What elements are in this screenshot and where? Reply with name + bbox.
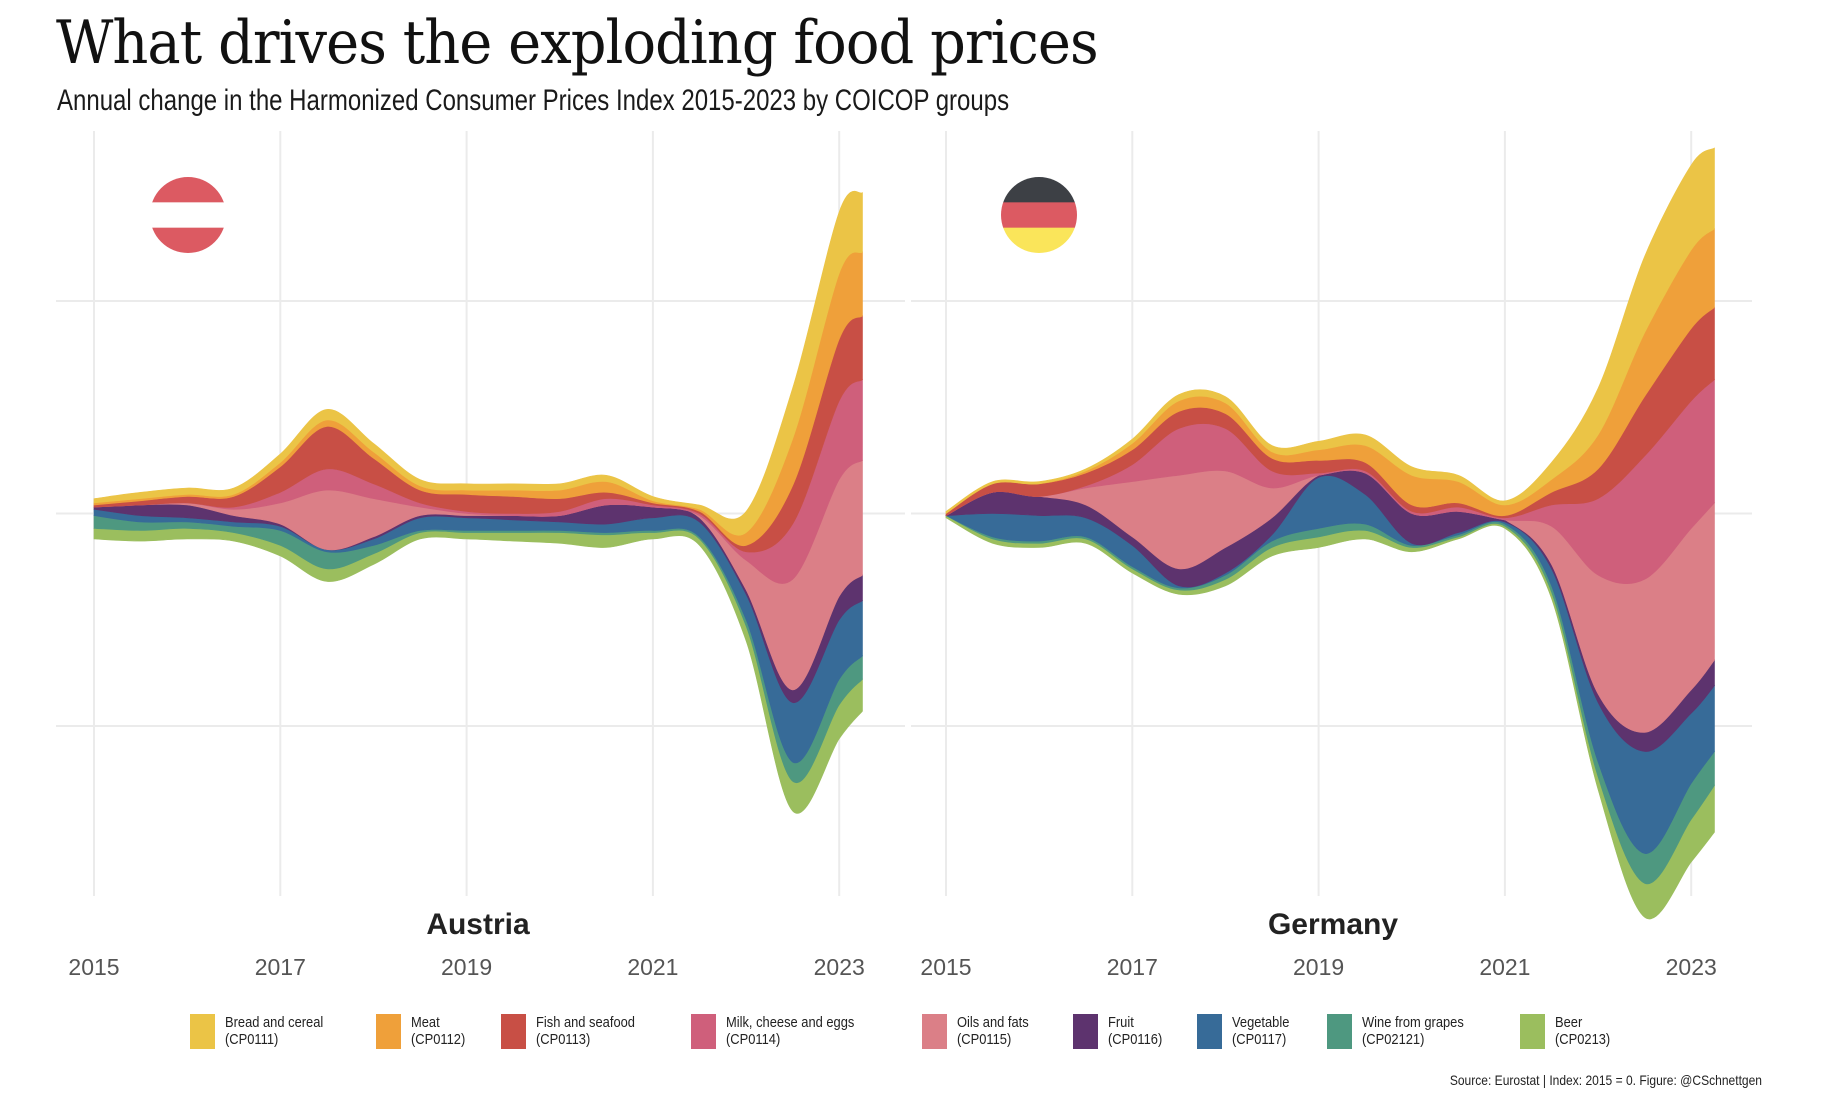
legend-key-wine: [1327, 1014, 1352, 1049]
legend-label: Fruit: [1108, 1014, 1134, 1031]
legend-code: (CP0112): [411, 1031, 466, 1048]
legend-label: Wine from grapes: [1362, 1014, 1464, 1031]
flag-stripe: [1001, 202, 1077, 229]
legend-code: (CP0117): [1232, 1031, 1287, 1048]
legend-item-bread: Bread and cereal (CP0111): [190, 1014, 339, 1049]
flag-stripe: [150, 202, 226, 229]
legend-label: Beer: [1555, 1014, 1583, 1031]
legend-key-fish: [501, 1014, 526, 1049]
legend-code: (CP0114): [726, 1031, 781, 1048]
legend-key-fruit: [1073, 1014, 1098, 1049]
panel-germany: Germany 2015 2017 2019 2021 2023: [911, 131, 1752, 980]
legend-item-fish: Fish and seafood (CP0113): [501, 1014, 651, 1049]
germany-panel-title: Germany: [1268, 908, 1398, 941]
legend-code: (CP0116): [1108, 1031, 1163, 1048]
legend-key-meat: [376, 1014, 401, 1049]
x-tick-label: 2015: [920, 954, 971, 980]
legend-item-meat: Meat (CP0112): [376, 1014, 474, 1049]
chart-subtitle: Annual change in the Harmonized Consumer…: [57, 84, 1010, 117]
stream-austria-milk-cheese-and-eggs: [93, 378, 863, 584]
legend-label: Milk, cheese and eggs: [726, 1014, 855, 1031]
legend-key-oils: [922, 1014, 947, 1049]
x-tick-label: 2019: [441, 954, 492, 980]
legend-item-beer: Beer (CP0213): [1520, 1014, 1619, 1049]
legend-label: Fish and seafood: [536, 1014, 635, 1031]
x-tick-label: 2023: [1666, 954, 1717, 980]
stream-austria-bread-and-cereal: [93, 190, 863, 536]
legend-item-oils: Oils and fats (CP0115): [922, 1014, 1040, 1049]
source-caption: Source: Eurostat | Index: 2015 = 0. Figu…: [1449, 1072, 1762, 1088]
legend-key-vegetable: [1197, 1014, 1222, 1049]
legend-item-milk: Milk, cheese and eggs (CP0114): [691, 1014, 875, 1049]
x-tick-label: 2019: [1293, 954, 1344, 980]
legend: Bread and cereal (CP0111) Meat (CP0112) Fi…: [0, 1014, 1822, 1054]
legend-key-beer: [1520, 1014, 1545, 1049]
austria-flag-icon: [150, 177, 226, 253]
x-tick-label: 2021: [1479, 954, 1530, 980]
germany-x-axis: 2015 2017 2019 2021 2023: [920, 954, 1716, 980]
x-tick-label: 2015: [68, 954, 119, 980]
x-tick-label: 2023: [814, 954, 865, 980]
legend-key-milk: [691, 1014, 716, 1049]
legend-code: (CP0213): [1555, 1031, 1611, 1048]
germany-flag-icon: [1001, 177, 1077, 253]
flag-stripe: [1001, 177, 1077, 203]
chart-title: What drives the exploding food prices: [56, 8, 1099, 78]
legend-label: Oils and fats: [957, 1014, 1029, 1031]
legend-item-wine: Wine from grapes (CP02121): [1327, 1014, 1480, 1049]
austria-panel-title: Austria: [426, 908, 530, 941]
legend-label: Bread and cereal: [225, 1014, 324, 1031]
germany-streams: [945, 147, 1715, 920]
austria-x-axis: 2015 2017 2019 2021 2023: [68, 954, 864, 980]
legend-code: (CP0111): [225, 1031, 279, 1048]
legend-item-vegetable: Vegetable (CP0117): [1197, 1014, 1299, 1049]
stream-germany-bread-and-cereal: [945, 147, 1715, 515]
legend-label: Meat: [411, 1014, 440, 1031]
legend-code: (CP02121): [1362, 1031, 1425, 1048]
flag-stripe: [150, 227, 226, 253]
austria-streams: [93, 190, 863, 814]
flag-stripe: [150, 177, 226, 203]
legend-code: (CP0113): [536, 1031, 591, 1048]
legend-label: Vegetable: [1232, 1014, 1290, 1031]
x-tick-label: 2017: [1107, 954, 1158, 980]
legend-code: (CP0115): [957, 1031, 1012, 1048]
panel-austria: Austria 2015 2017 2019 2021 2023: [56, 131, 905, 980]
legend-key-bread: [190, 1014, 215, 1049]
flag-stripe: [1001, 227, 1077, 253]
legend-item-fruit: Fruit (CP0116): [1073, 1014, 1171, 1049]
x-tick-label: 2021: [627, 954, 678, 980]
x-tick-label: 2017: [255, 954, 306, 980]
